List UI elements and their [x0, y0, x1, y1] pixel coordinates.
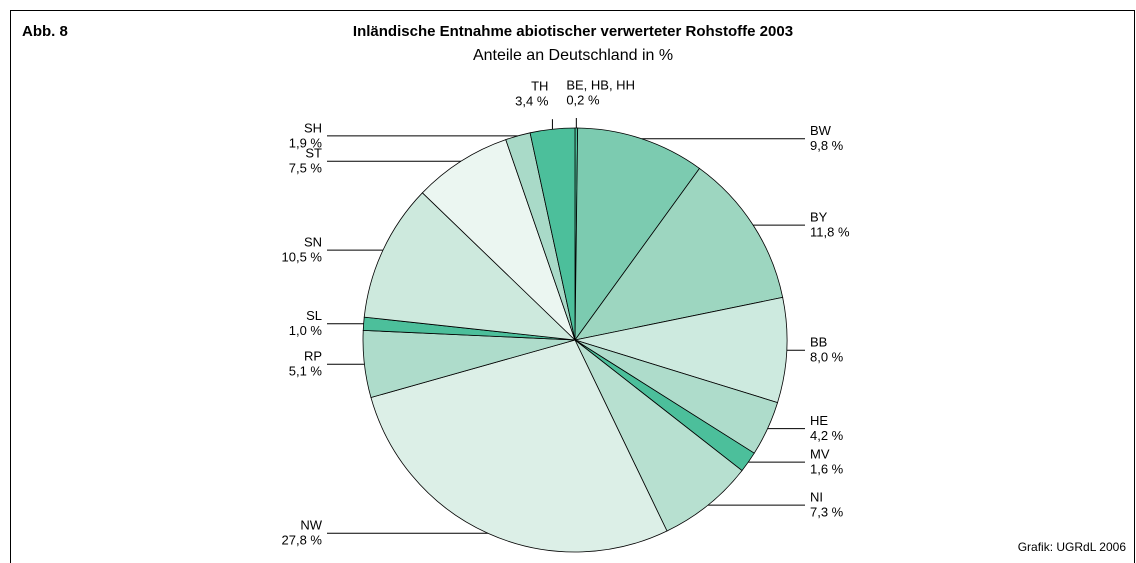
pie-slice [574, 339, 743, 532]
slice-label: BB [810, 335, 827, 350]
slice-value-label: 10,5 % [282, 250, 323, 265]
slice-label: BY [810, 210, 828, 225]
slice-value-label: 5,1 % [289, 364, 323, 379]
slice-label: BE, HB, HH [566, 77, 635, 92]
slice-label: RP [304, 349, 322, 364]
slice-value-label: 4,2 % [810, 428, 844, 443]
pie-slice [370, 339, 668, 553]
credit: Grafik: UGRdL 2006 [1018, 540, 1127, 554]
pie-slice [574, 296, 788, 404]
slice-value-label: 27,8 % [282, 533, 323, 548]
slice-label: NI [810, 490, 823, 505]
pie-slice [421, 139, 576, 341]
slice-label: SN [304, 235, 322, 250]
pie-slice [574, 127, 701, 342]
frame [10, 10, 1135, 563]
slice-value-label: 11,8 % [810, 225, 850, 240]
slice-value-label: 9,8 % [810, 138, 844, 153]
chart-subtitle: Anteile an Deutschland in % [473, 47, 673, 64]
slice-label: HE [810, 413, 828, 428]
slice-label: SH [304, 120, 322, 135]
slice-label: SL [306, 308, 322, 323]
slice-value-label: 1,6 % [810, 462, 844, 477]
slice-label: MV [810, 447, 830, 462]
slice-label: ST [305, 146, 322, 161]
slice-value-label: 0,2 % [566, 92, 600, 107]
pie-slice [574, 167, 784, 341]
slice-label: BW [810, 123, 832, 138]
pie-slice [529, 127, 576, 341]
slice-value-label: 7,5 % [289, 161, 323, 176]
slice-value-label: 7,3 % [810, 505, 844, 520]
slice-value-label: 3,4 % [515, 94, 549, 109]
pie-slice [363, 192, 577, 341]
slice-label: TH [531, 79, 548, 94]
chart-title: Inländische Entnahme abiotischer verwert… [353, 23, 793, 40]
figure-label: Abb. 8 [22, 23, 68, 40]
slice-label: NW [300, 518, 322, 533]
slice-value-label: 1,9 % [289, 135, 323, 150]
slice-value-label: 1,0 % [289, 323, 323, 338]
slice-value-label: 8,0 % [810, 350, 844, 365]
